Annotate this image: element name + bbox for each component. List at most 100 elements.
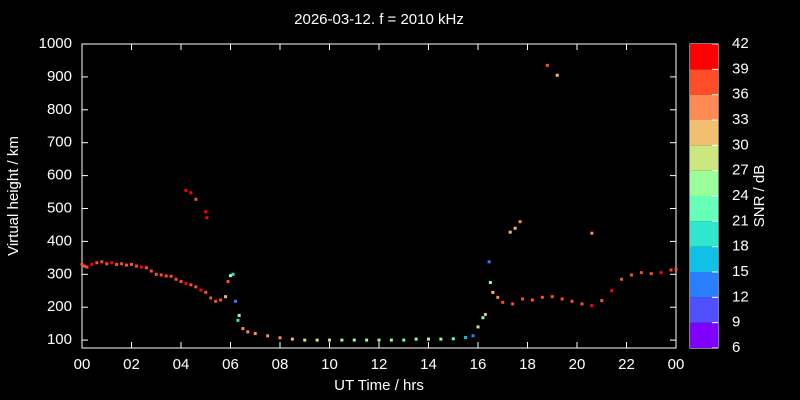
x-tick-label: 20 — [569, 356, 586, 373]
data-point — [290, 337, 294, 341]
data-point — [491, 290, 495, 294]
data-point — [80, 262, 84, 266]
data-point — [144, 266, 148, 270]
data-point — [174, 277, 178, 281]
data-point — [82, 264, 86, 268]
colorbar-tick-label: 42 — [732, 35, 749, 52]
colorbar-tick-label: 30 — [732, 136, 749, 153]
data-point — [159, 273, 163, 277]
colorbar-tick-label: 21 — [732, 212, 749, 229]
y-tick-label: 1000 — [39, 35, 72, 52]
x-tick-label: 00 — [74, 356, 91, 373]
data-point — [550, 295, 554, 299]
y-tick-label: 300 — [47, 265, 72, 282]
x-tick-label: 14 — [420, 356, 437, 373]
colorbar-band — [690, 120, 718, 146]
x-tick-label: 02 — [123, 356, 140, 373]
data-point — [476, 325, 480, 329]
data-point — [90, 262, 94, 266]
data-point — [85, 265, 89, 269]
data-point — [237, 313, 241, 317]
data-point — [365, 338, 369, 342]
data-point — [620, 277, 624, 281]
colorbar-band — [690, 322, 718, 348]
y-tick-label: 200 — [47, 298, 72, 315]
data-point — [184, 282, 188, 286]
data-point — [204, 290, 208, 294]
data-point — [303, 338, 307, 342]
data-point — [241, 327, 245, 331]
data-point — [139, 265, 143, 269]
y-tick-label: 100 — [47, 331, 72, 348]
data-point — [95, 261, 99, 265]
data-point — [189, 191, 193, 195]
data-point — [219, 298, 223, 302]
x-axis-label: UT Time / hrs — [334, 377, 424, 394]
data-point — [209, 296, 213, 300]
x-tick-label: 16 — [470, 356, 487, 373]
data-point — [110, 261, 114, 265]
data-point — [352, 338, 356, 342]
data-point — [149, 269, 153, 273]
y-tick-label: 600 — [47, 167, 72, 184]
data-point — [214, 299, 218, 303]
data-point — [629, 273, 633, 277]
data-point — [451, 337, 455, 341]
data-point — [649, 272, 653, 276]
data-point — [194, 197, 198, 201]
x-tick-label: 10 — [321, 356, 338, 373]
colorbar-band — [690, 246, 718, 272]
data-point — [414, 337, 418, 341]
colorbar-tick-label: 33 — [732, 111, 749, 128]
colorbar-tick-label: 9 — [732, 314, 740, 331]
data-point — [194, 285, 198, 289]
x-tick-label: 06 — [222, 356, 239, 373]
chart-title: 2026-03-12. f = 2010 kHz — [294, 11, 464, 28]
colorbar-band — [690, 221, 718, 247]
colorbar-band — [690, 196, 718, 222]
colorbar-band — [690, 272, 718, 298]
data-point — [427, 337, 430, 341]
colorbar-band — [690, 94, 718, 120]
x-tick-label: 04 — [173, 356, 190, 373]
colorbar-label: SNR / dB — [751, 165, 768, 228]
data-point — [659, 271, 663, 275]
colorbar-tick-label: 36 — [732, 86, 749, 103]
data-point — [253, 332, 257, 336]
colorbar-band — [690, 69, 718, 95]
data-point — [639, 271, 643, 275]
colorbar-band — [690, 44, 718, 70]
data-point — [555, 73, 559, 77]
colorbar-tick-label: 27 — [732, 162, 749, 179]
data-point — [120, 262, 124, 266]
y-tick-label: 700 — [47, 134, 72, 151]
data-point — [179, 280, 183, 284]
x-tick-label: 22 — [618, 356, 635, 373]
data-point — [199, 288, 203, 292]
data-point — [471, 334, 475, 338]
data-point — [439, 337, 443, 341]
data-point — [496, 295, 500, 299]
data-point — [231, 272, 235, 276]
data-point — [115, 262, 119, 266]
colorbar-tick-label: 12 — [732, 288, 749, 305]
x-tick-label: 08 — [272, 356, 289, 373]
colorbar-band — [690, 145, 718, 171]
data-point — [315, 338, 319, 342]
data-point — [229, 274, 232, 278]
data-point — [610, 289, 614, 293]
data-point — [169, 274, 173, 278]
data-point — [513, 226, 517, 230]
colorbar-tick-label: 39 — [732, 60, 749, 77]
data-point — [389, 338, 393, 342]
colorbar-tick-label: 18 — [732, 238, 749, 255]
x-tick-label: 18 — [519, 356, 536, 373]
data-point — [580, 302, 584, 306]
data-point — [266, 334, 270, 338]
data-point — [100, 260, 104, 264]
y-axis-label: Virtual height / km — [5, 136, 22, 256]
data-point — [669, 268, 673, 272]
y-tick-label: 800 — [47, 101, 72, 118]
